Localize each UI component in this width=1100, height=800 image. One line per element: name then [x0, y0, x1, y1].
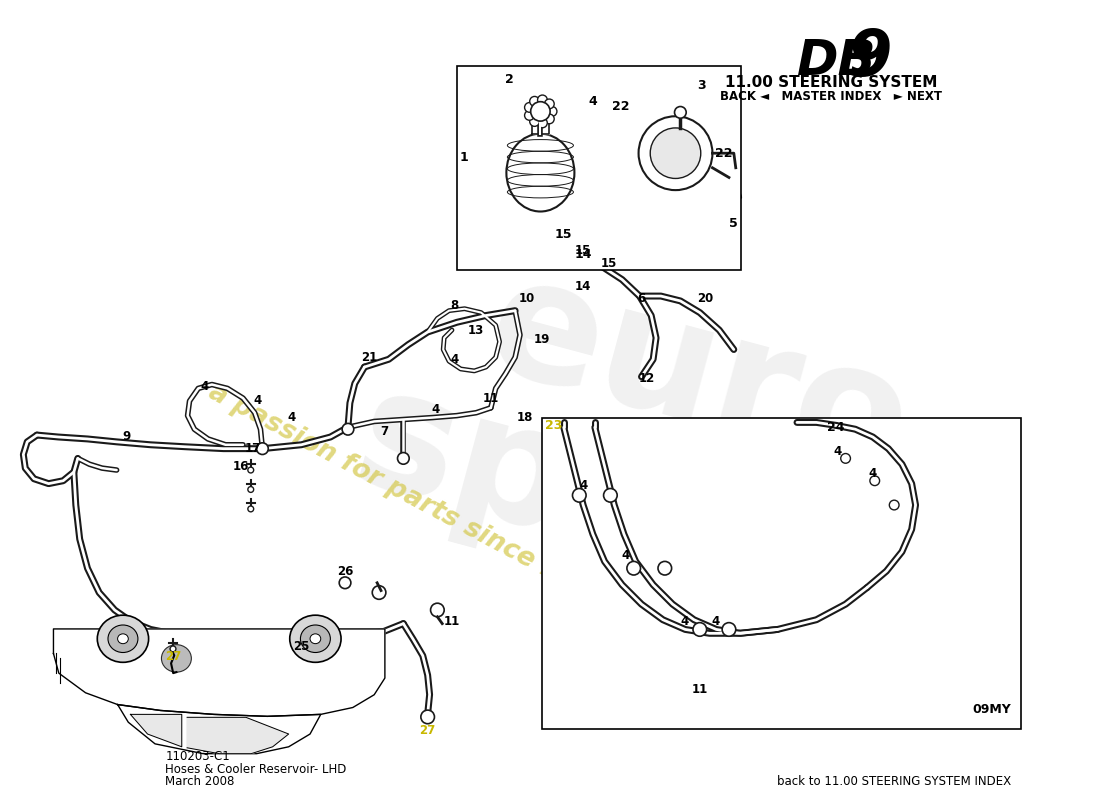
Text: 4: 4 — [200, 380, 208, 393]
Bar — [456, 66, 740, 270]
Text: 4: 4 — [834, 445, 842, 458]
Circle shape — [544, 114, 554, 124]
Text: 4: 4 — [579, 479, 587, 492]
Circle shape — [658, 562, 672, 575]
Circle shape — [547, 106, 557, 116]
Text: DB: DB — [798, 37, 877, 85]
Text: 11: 11 — [692, 683, 708, 696]
Circle shape — [525, 102, 535, 112]
Text: 3: 3 — [697, 78, 706, 92]
Text: 22: 22 — [715, 146, 733, 160]
Circle shape — [538, 118, 548, 128]
Text: 12: 12 — [638, 372, 654, 385]
Text: BACK ◄   MASTER INDEX   ► NEXT: BACK ◄ MASTER INDEX ► NEXT — [720, 90, 942, 103]
Text: back to 11.00 STEERING SYSTEM INDEX: back to 11.00 STEERING SYSTEM INDEX — [777, 775, 1011, 788]
Circle shape — [693, 622, 706, 636]
Text: March 2008: March 2008 — [165, 775, 234, 788]
Circle shape — [397, 453, 409, 464]
Circle shape — [530, 102, 550, 121]
Text: 4: 4 — [588, 95, 597, 108]
Text: Hoses & Cooler Reservoir- LHD: Hoses & Cooler Reservoir- LHD — [165, 762, 346, 775]
Text: 10: 10 — [519, 293, 535, 306]
Circle shape — [572, 489, 586, 502]
Circle shape — [170, 646, 176, 652]
Text: 19: 19 — [535, 334, 550, 346]
Text: 22: 22 — [613, 100, 630, 113]
Text: 14: 14 — [574, 248, 592, 261]
Text: 15: 15 — [575, 244, 592, 257]
Circle shape — [530, 97, 539, 106]
Text: 7: 7 — [379, 425, 388, 438]
Circle shape — [421, 710, 434, 724]
Text: euro
spares: euro spares — [339, 218, 1022, 676]
Ellipse shape — [506, 134, 574, 211]
Text: 4: 4 — [253, 394, 262, 406]
Text: 20: 20 — [697, 293, 714, 306]
Circle shape — [339, 577, 351, 589]
Text: 14: 14 — [575, 280, 592, 293]
Text: 16: 16 — [233, 460, 250, 473]
Circle shape — [248, 486, 254, 492]
Text: 6: 6 — [637, 293, 646, 306]
Circle shape — [650, 128, 701, 178]
Circle shape — [639, 116, 713, 190]
Text: 26: 26 — [337, 565, 353, 578]
Text: 25: 25 — [293, 641, 309, 654]
Circle shape — [674, 106, 686, 118]
Text: 09MY: 09MY — [972, 702, 1011, 716]
Text: 11: 11 — [483, 392, 499, 405]
Text: 4: 4 — [287, 411, 296, 424]
Text: 18: 18 — [517, 411, 534, 424]
Text: 9: 9 — [847, 27, 892, 89]
Text: 9: 9 — [122, 430, 131, 443]
Text: 4: 4 — [680, 615, 689, 628]
Text: 23: 23 — [546, 419, 563, 432]
Circle shape — [723, 622, 736, 636]
Circle shape — [870, 476, 880, 486]
Circle shape — [604, 489, 617, 502]
Text: 21: 21 — [361, 350, 377, 364]
Circle shape — [430, 603, 444, 617]
Text: 11.00 STEERING SYSTEM: 11.00 STEERING SYSTEM — [725, 75, 937, 90]
Text: 4: 4 — [869, 467, 877, 481]
Circle shape — [544, 99, 554, 109]
Circle shape — [530, 117, 539, 126]
Text: 1: 1 — [459, 150, 468, 163]
Text: 5: 5 — [729, 217, 738, 230]
Text: 4: 4 — [621, 549, 630, 562]
Circle shape — [627, 562, 640, 575]
Text: 13: 13 — [469, 323, 484, 337]
Text: 11: 11 — [443, 615, 460, 628]
Text: 27: 27 — [165, 650, 182, 663]
Circle shape — [256, 443, 268, 454]
Circle shape — [342, 423, 354, 435]
Text: 4: 4 — [431, 403, 440, 416]
Circle shape — [525, 110, 535, 120]
Circle shape — [248, 467, 254, 473]
Text: 2: 2 — [505, 73, 514, 86]
Text: a passion for parts since 1985: a passion for parts since 1985 — [205, 378, 613, 612]
Text: 4: 4 — [712, 615, 719, 628]
Text: 15: 15 — [601, 258, 617, 270]
Circle shape — [248, 506, 254, 512]
Text: 8: 8 — [451, 299, 459, 312]
Circle shape — [889, 500, 899, 510]
Polygon shape — [531, 118, 549, 134]
Text: 24: 24 — [827, 421, 845, 434]
Text: 15: 15 — [556, 228, 572, 242]
Text: 4: 4 — [451, 353, 459, 366]
Circle shape — [840, 454, 850, 463]
Bar — [542, 418, 1021, 729]
Circle shape — [538, 95, 548, 105]
Text: 110203-C1: 110203-C1 — [165, 750, 230, 763]
Text: 17: 17 — [244, 442, 261, 455]
Circle shape — [372, 586, 386, 599]
Text: 27: 27 — [419, 724, 436, 737]
